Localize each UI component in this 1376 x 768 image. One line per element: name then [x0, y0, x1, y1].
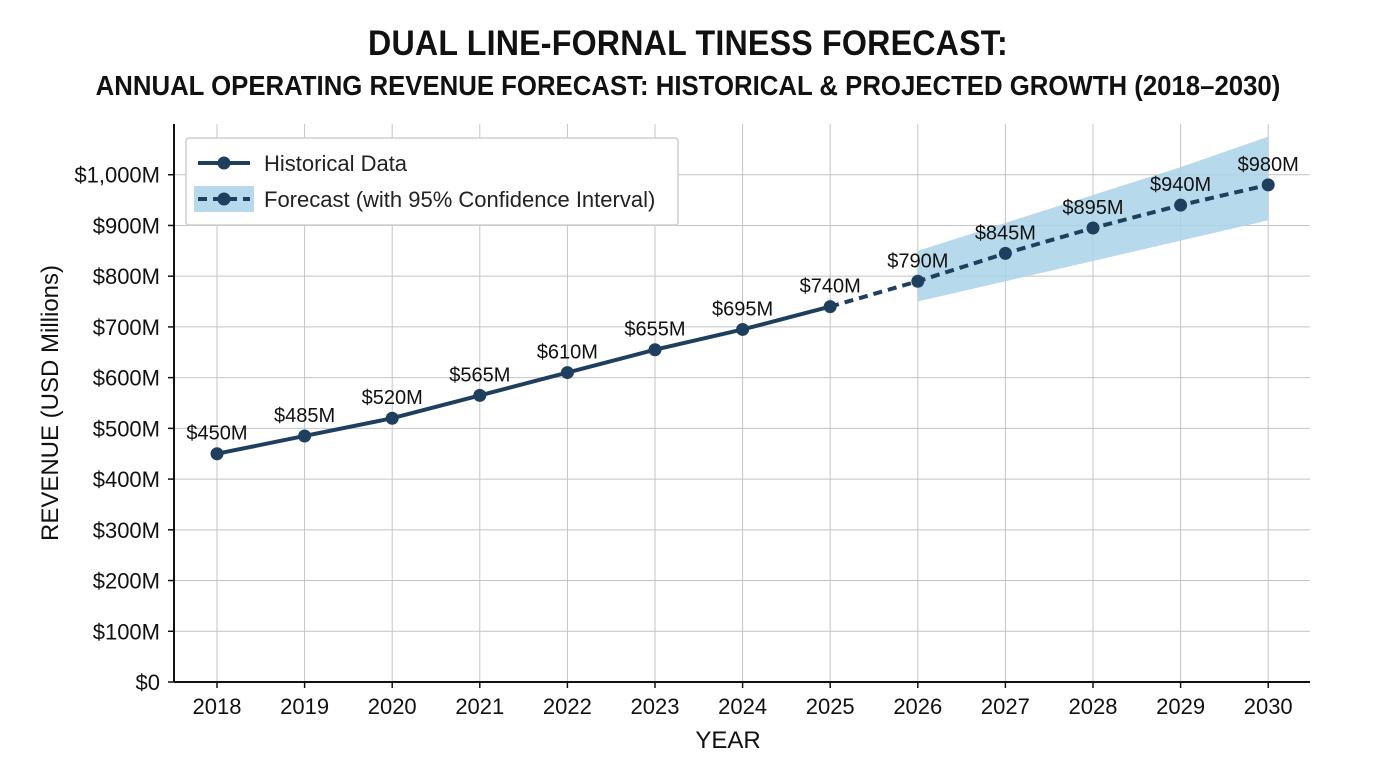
forecast-point	[1086, 221, 1100, 235]
y-tick-label: $600M	[93, 366, 160, 391]
axes	[168, 124, 1310, 688]
chart-subtitle: ANNUAL OPERATING REVENUE FORECAST: HISTO…	[95, 70, 1281, 101]
legend-forecast-label: Forecast (with 95% Confidence Interval)	[264, 187, 655, 212]
y-tick-label: $300M	[93, 518, 160, 543]
y-tick-label: $0	[136, 670, 160, 695]
historical-point	[385, 411, 399, 425]
data-label: $740M	[800, 276, 861, 298]
forecast-point	[998, 246, 1012, 260]
x-tick-label: 2024	[718, 694, 767, 719]
historical-point	[210, 447, 224, 461]
historical-point	[823, 300, 837, 314]
data-label: $520M	[362, 387, 423, 409]
y-tick-label: $900M	[93, 213, 160, 238]
y-tick-label: $400M	[93, 467, 160, 492]
historical-point	[560, 366, 574, 380]
data-label: $450M	[186, 423, 247, 445]
series-points	[210, 178, 1275, 461]
x-tick-label: 2027	[981, 694, 1030, 719]
historical-point	[473, 388, 487, 402]
x-tick-label: 2028	[1069, 694, 1118, 719]
x-tick-label: 2020	[368, 694, 417, 719]
forecast-point	[1174, 198, 1188, 212]
x-tick-label: 2019	[280, 694, 329, 719]
series-lines	[216, 182, 1269, 456]
x-tick-label: 2021	[455, 694, 504, 719]
forecast-point	[1261, 178, 1275, 192]
chart-title: DUAL LINE-FORNAL TINESS FORECAST:	[368, 24, 1008, 63]
y-tick-label: $800M	[93, 264, 160, 289]
data-label: $695M	[712, 298, 773, 320]
tick-labels: 2018 2019 2020 2021 2022 2023 2024 2025 2026 2027…	[74, 163, 1292, 719]
x-tick-label: 2018	[193, 694, 242, 719]
data-labels: $450M $485M $520M $565M $610M $655M $695M $740M…	[186, 154, 1298, 445]
data-label: $895M	[1062, 197, 1123, 219]
data-label: $940M	[1150, 174, 1211, 196]
legend-box	[185, 137, 679, 226]
y-tick-label: $700M	[93, 315, 160, 340]
legend: Historical Data Forecast (with 95% Confid…	[185, 137, 679, 226]
y-tick-label: $500M	[93, 416, 160, 441]
data-label: $565M	[449, 364, 510, 386]
confidence-interval-band	[917, 136, 1269, 302]
data-label: $655M	[624, 319, 685, 341]
forecast-point	[911, 274, 925, 288]
confidence-band	[917, 136, 1269, 302]
x-tick-label: 2022	[543, 694, 592, 719]
y-tick-label: $100M	[93, 619, 160, 644]
data-label: $610M	[537, 342, 598, 364]
x-tick-label: 2026	[893, 694, 942, 719]
y-axis-label: REVENUE (USD Millions)	[37, 265, 64, 541]
historical-point	[648, 343, 662, 357]
x-axis-label: YEAR	[695, 727, 760, 754]
data-label: $980M	[1238, 154, 1299, 176]
x-tick-label: 2029	[1156, 694, 1205, 719]
historical-point	[736, 322, 750, 336]
data-label: $790M	[887, 250, 948, 272]
y-tick-label: $200M	[93, 569, 160, 594]
title-block: DUAL LINE-FORNAL TINESS FORECAST: ANNUAL…	[0, 24, 1376, 104]
data-label: $485M	[274, 405, 335, 427]
legend-historical-label: Historical Data	[264, 151, 408, 176]
forecast-line	[829, 182, 1269, 309]
x-tick-label: 2025	[806, 694, 855, 719]
x-tick-label: 2030	[1244, 694, 1293, 719]
legend-forecast-marker	[217, 192, 231, 206]
legend-historical-marker	[217, 156, 231, 170]
y-tick-label: $1,000M	[74, 163, 160, 188]
historical-point	[298, 429, 312, 443]
historical-line	[216, 304, 831, 456]
data-label: $845M	[975, 222, 1036, 244]
x-tick-label: 2023	[631, 694, 680, 719]
